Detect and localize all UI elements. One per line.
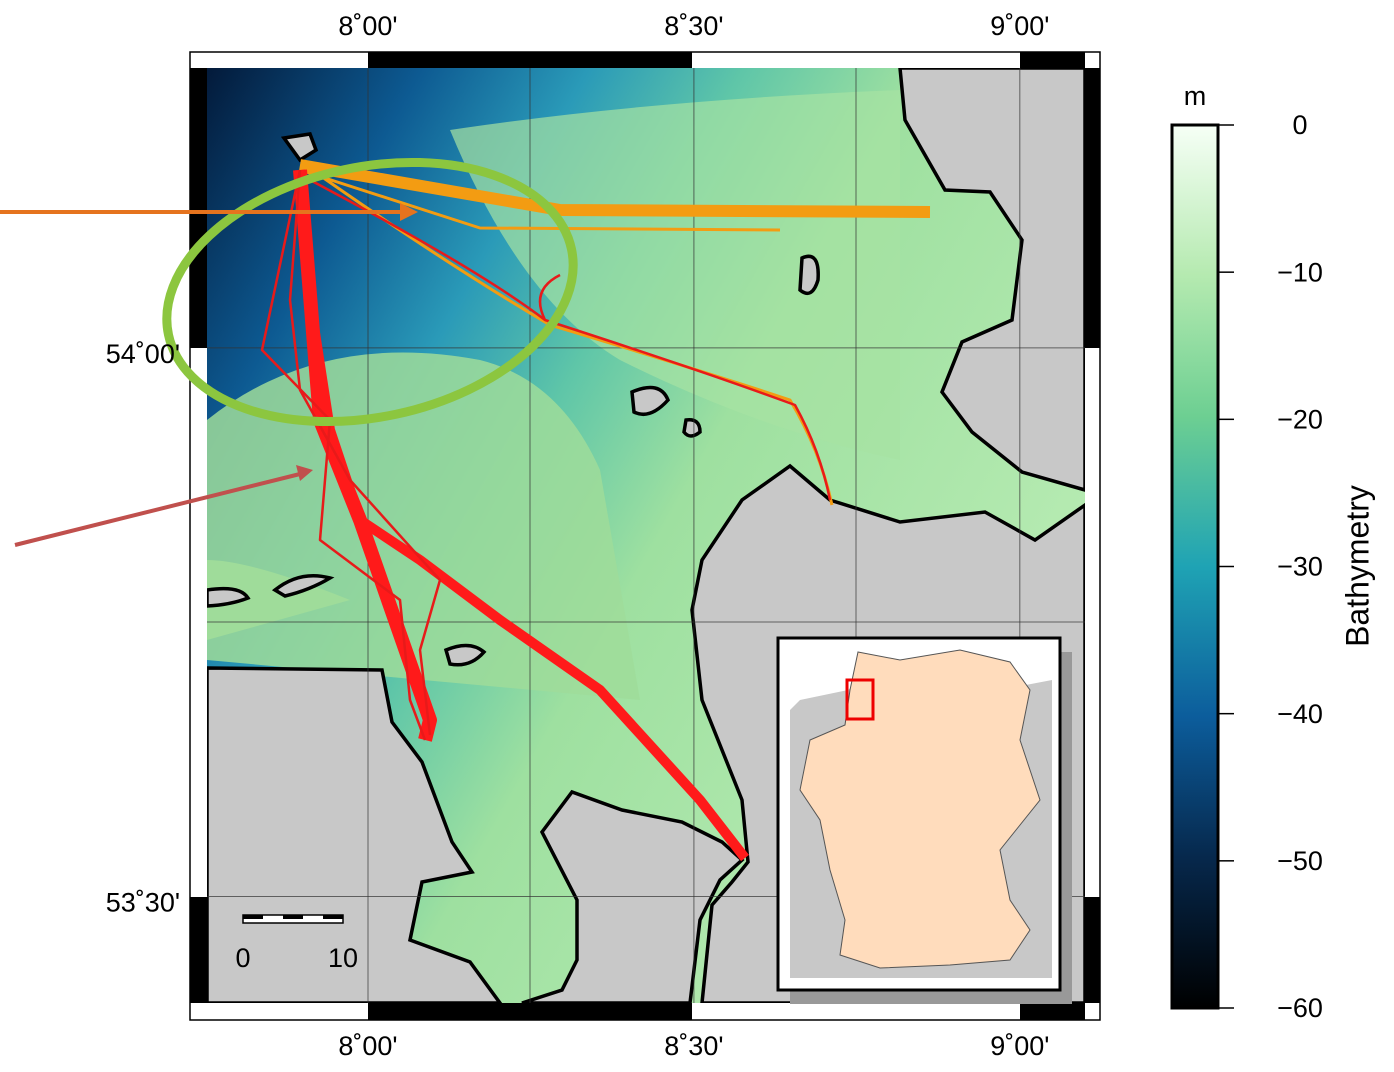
lon-label: 8˚30': [664, 11, 723, 41]
lat-label: 53˚30': [106, 888, 180, 918]
lon-label: 8˚00': [338, 11, 397, 41]
lon-label: 8˚00': [338, 1031, 397, 1061]
scale-label: 0: [235, 943, 250, 973]
colorbar-scale: [1172, 125, 1218, 1008]
colorbar-tick-label: −30: [1277, 552, 1323, 582]
colorbar-tick-label: −60: [1277, 993, 1323, 1023]
colorbar-tick-label: −10: [1277, 257, 1323, 287]
lon-label: 9˚00': [990, 11, 1049, 41]
colorbar-tick-label: 0: [1292, 110, 1307, 140]
lon-label: 9˚00': [990, 1031, 1049, 1061]
inset-map: [778, 638, 1072, 1004]
lat-label: 54˚00': [106, 339, 180, 369]
colorbar-tick-label: −20: [1277, 404, 1323, 434]
colorbar-tick-label: −50: [1277, 846, 1323, 876]
colorbar-tick-label: −40: [1277, 699, 1323, 729]
scale-label: 10: [328, 943, 358, 973]
page: {"map": { "lon_range": [7.753, 9.1], "la…: [0, 0, 1394, 1072]
colorbar-title: Bathymetry: [1339, 485, 1375, 647]
map-figure: 0 10 m Bathymetry 0 −10 −20 −30 −40 −50 −60 8˚…: [0, 0, 1394, 1072]
colorbar: m Bathymetry 0 −10 −20 −30 −40 −50 −60: [1172, 81, 1375, 1023]
colorbar-unit: m: [1184, 81, 1207, 111]
lon-label: 8˚30': [664, 1031, 723, 1061]
